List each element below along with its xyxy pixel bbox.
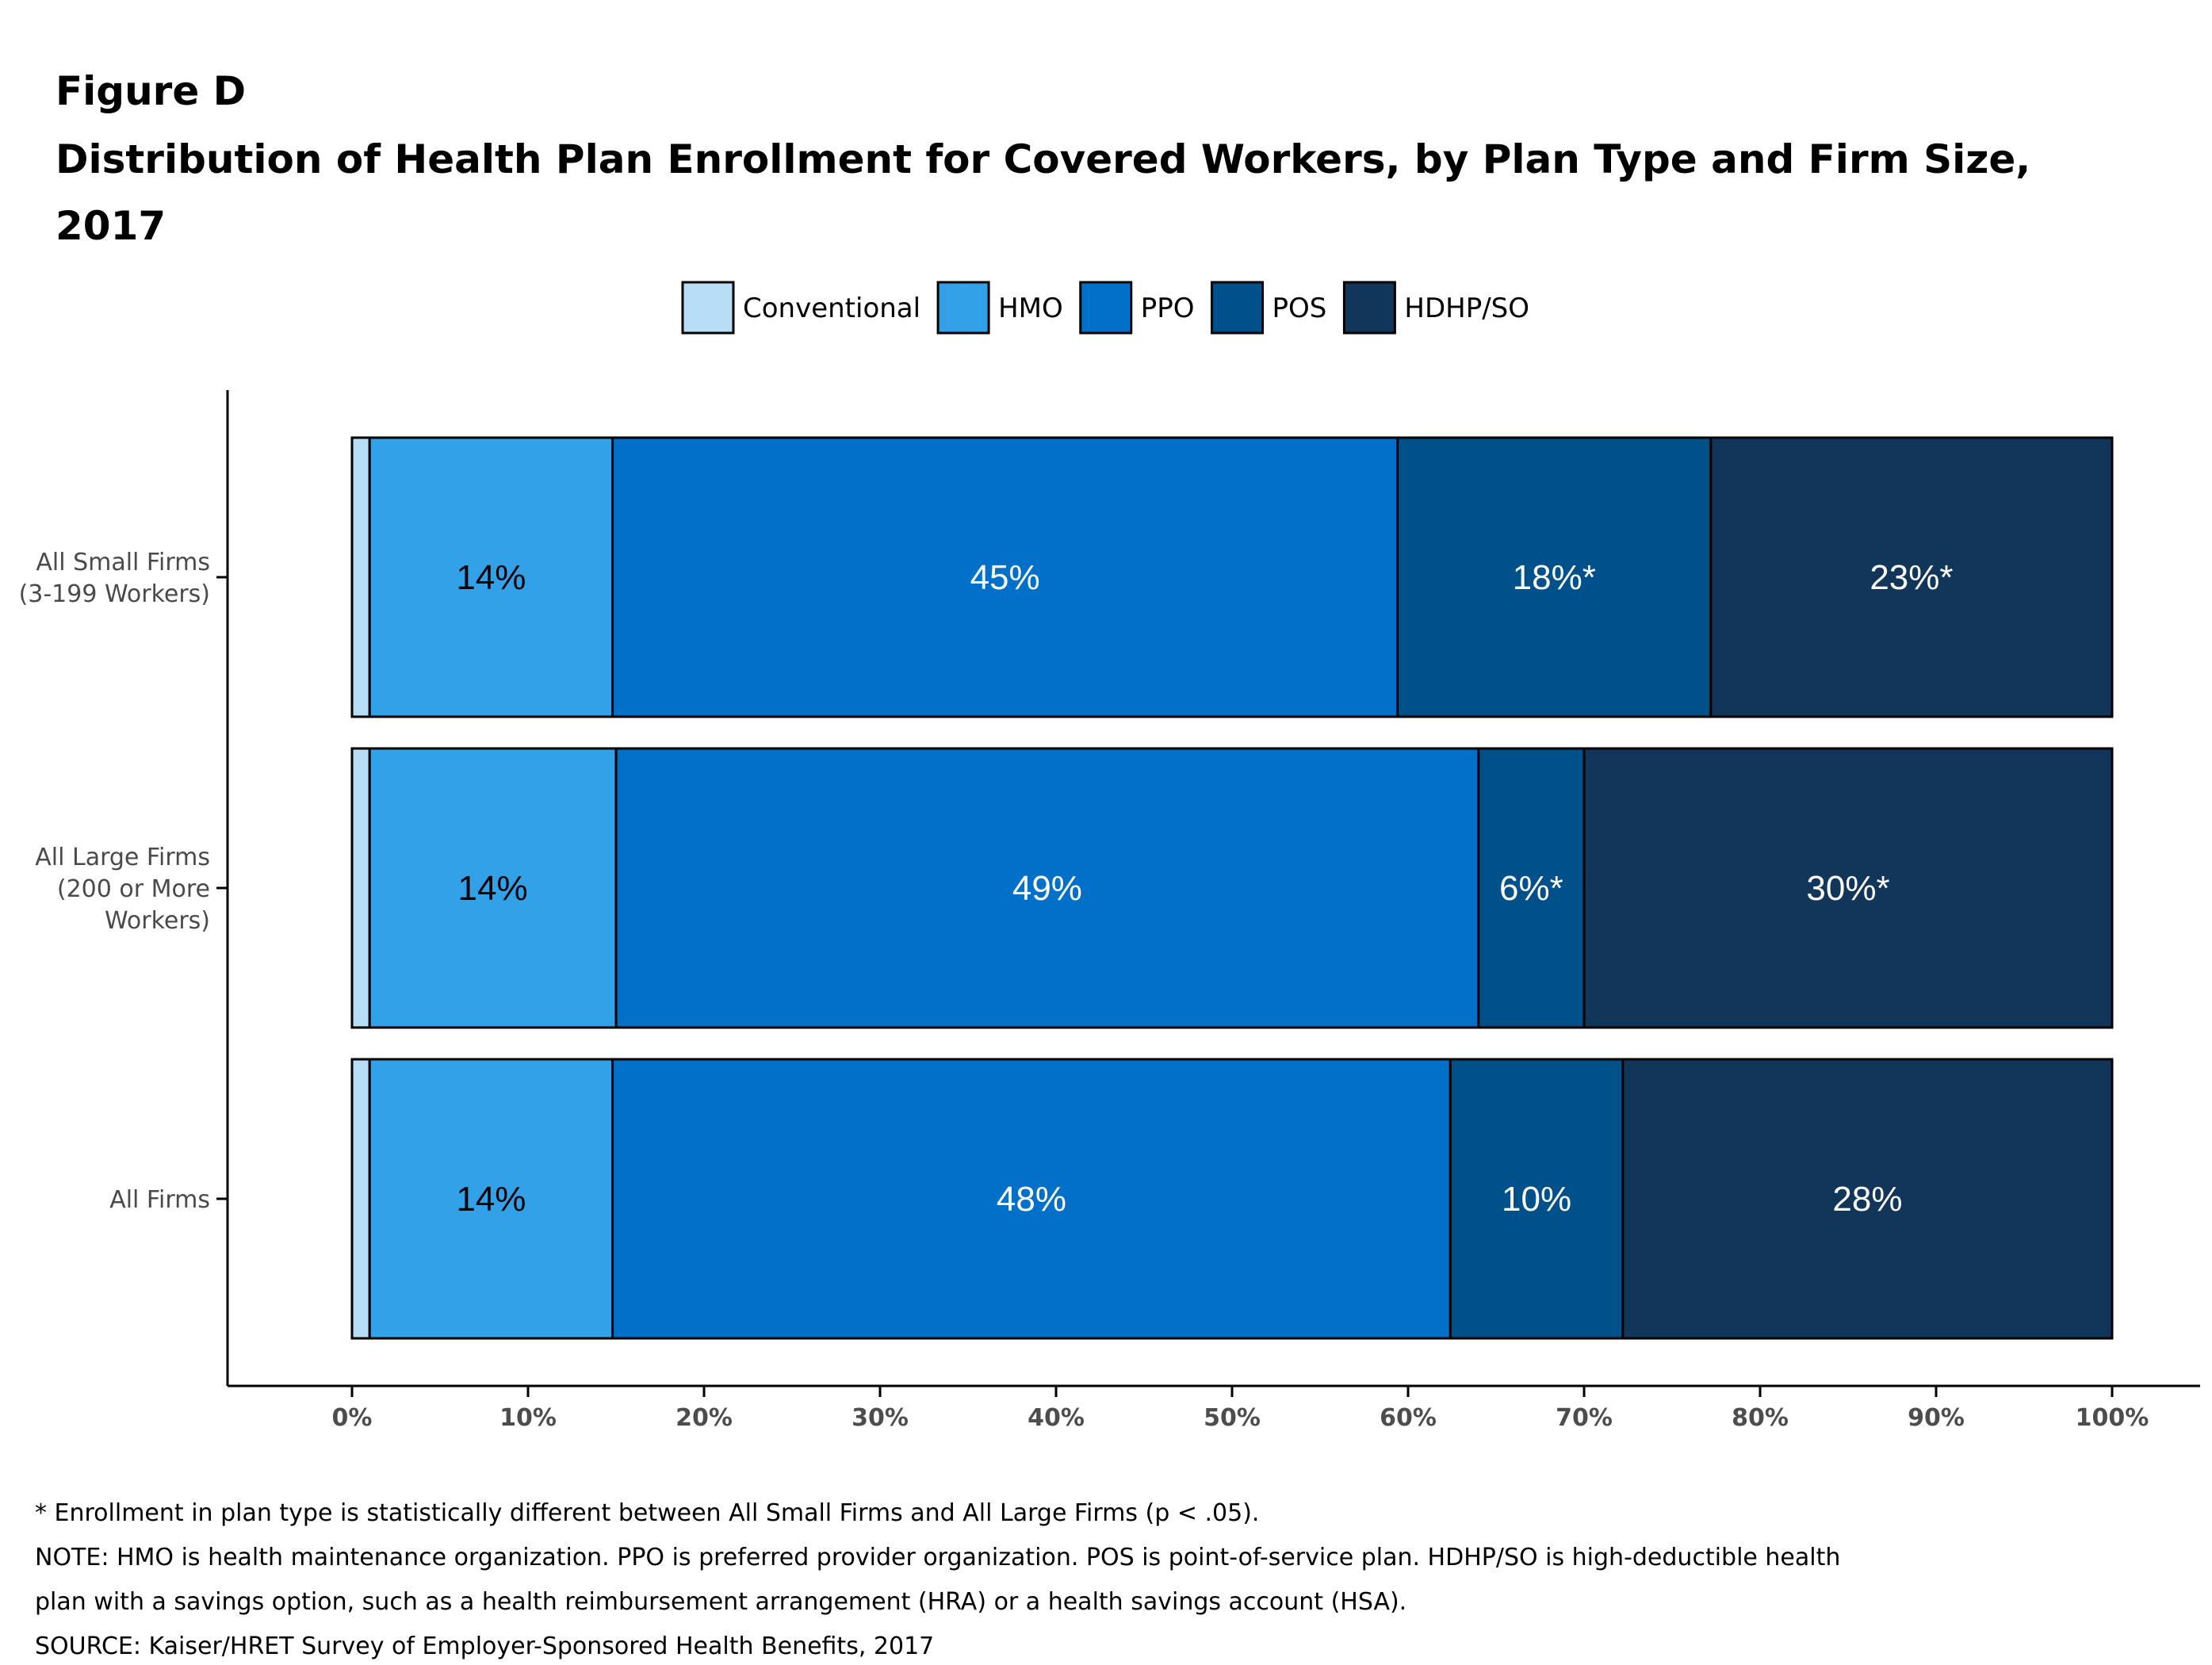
legend-swatch [1342, 281, 1396, 335]
category-label: All Small Firms [36, 549, 210, 576]
legend-swatch [1079, 281, 1133, 335]
bar-segment-hdhp-so [1709, 436, 2114, 718]
legend-item-pos: POS [1211, 281, 1327, 335]
legend-label: HMO [998, 293, 1063, 324]
data-label-hdhp-so: 28% [1832, 1180, 1902, 1219]
data-label-hmo: 14% [458, 869, 528, 908]
data-label-ppo: 45% [970, 558, 1040, 597]
x-tick-label: 50% [1204, 1404, 1261, 1432]
data-label-ppo: 49% [1012, 869, 1082, 908]
bar-segment-ppo [614, 747, 1480, 1029]
x-tick-label: 30% [852, 1404, 909, 1432]
x-tick-label: 90% [1908, 1404, 1965, 1432]
legend-item-hmo: HMO [936, 281, 1063, 335]
footnote-significance: * Enrollment in plan type is statistical… [35, 1499, 1259, 1527]
category-label: All Firms [109, 1186, 210, 1214]
bar-segment-ppo [611, 1058, 1452, 1340]
bar-segment-hmo [368, 436, 614, 718]
category-label: (3-199 Workers) [19, 580, 210, 608]
footnotes: * Enrollment in plan type is statistical… [35, 1499, 1840, 1660]
bar-group-all-firms: 14% 48% 10% 28% [350, 1058, 2114, 1340]
bar-segment-ppo [611, 436, 1399, 718]
legend-label: POS [1272, 293, 1327, 324]
x-tick-label: 80% [1732, 1404, 1789, 1432]
bar-segment-hdhp-so [1582, 747, 2114, 1029]
bar-group-all-small-firms-3-199-workers: 14% 45% 18%* 23%* [350, 436, 2114, 718]
bar-segment-pos [1477, 747, 1586, 1029]
legend-item-ppo: PPO [1079, 281, 1195, 335]
bar-segment-conventional [350, 436, 371, 718]
data-label-pos: 18%* [1513, 558, 1596, 597]
bar-group-all-large-firms-200-or-more-workers: 14% 49% 6%* 30%* [350, 747, 2114, 1029]
data-label-hdhp-so: 23%* [1869, 558, 1953, 597]
data-label-pos: 6%* [1499, 869, 1563, 908]
legend-item-conventional: Conventional [681, 281, 920, 335]
bar-segment-hmo [368, 747, 618, 1029]
legend-label: HDHP/SO [1404, 293, 1529, 324]
legend-swatch [1211, 281, 1265, 335]
x-tick-label: 0% [332, 1404, 373, 1432]
x-tick-label: 20% [675, 1404, 733, 1432]
legend-swatch [681, 281, 735, 335]
axes: 0% 10% 20% 30% 40% 50% 60% 70% 80% 90% 100% All Sma… [19, 390, 2200, 1432]
chart-title-line-1: Distribution of Health Plan Enrollment f… [55, 136, 2030, 182]
x-tick-label: 70% [1556, 1404, 1613, 1432]
bar-segment-hmo [368, 1058, 614, 1340]
footnote-note-line-2: plan with a savings option, such as a he… [35, 1588, 1406, 1616]
x-tick-label: 40% [1028, 1404, 1085, 1432]
category-label: (200 or More [57, 875, 210, 903]
x-tick-label: 100% [2076, 1404, 2149, 1432]
category-label: Workers) [105, 907, 210, 935]
bar-segment-pos [1396, 436, 1713, 718]
legend-swatch [936, 281, 990, 335]
data-label-ppo: 48% [997, 1180, 1066, 1219]
bar-segment-conventional [350, 1058, 371, 1340]
footnote-source: SOURCE: Kaiser/HRET Survey of Employer-S… [35, 1632, 934, 1660]
data-label-pos: 10% [1502, 1180, 1571, 1219]
legend-label: Conventional [743, 293, 920, 324]
legend: Conventional HMO PPO POS HDHP/SO [681, 281, 1529, 335]
bars: 14% 45% 18%* 23%* 14% 49% 6%* 30%* 14% 48% 10% 28% [350, 436, 2114, 1340]
data-label-hdhp-so: 30%* [1806, 869, 1889, 908]
data-label-hmo: 14% [456, 1180, 526, 1219]
bar-segment-hdhp-so [1621, 1058, 2114, 1340]
x-tick-label: 10% [499, 1404, 557, 1432]
bar-segment-conventional [350, 747, 371, 1029]
footnote-note-line-1: NOTE: HMO is health maintenance organiza… [35, 1544, 1840, 1571]
legend-label: PPO [1141, 293, 1195, 324]
legend-item-hdhp-so: HDHP/SO [1342, 281, 1529, 335]
category-label: All Large Firms [35, 844, 210, 871]
x-tick-label: 60% [1380, 1404, 1437, 1432]
data-label-hmo: 14% [456, 558, 526, 597]
chart-title-line-2: 2017 [55, 203, 166, 249]
figure-label: Figure D [55, 68, 246, 114]
